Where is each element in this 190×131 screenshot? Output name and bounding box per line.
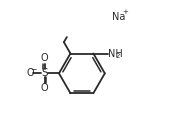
Text: 2: 2 bbox=[116, 53, 120, 59]
Text: +: + bbox=[122, 9, 128, 15]
Text: O: O bbox=[26, 68, 34, 78]
Text: −: − bbox=[30, 65, 37, 74]
Text: O: O bbox=[41, 83, 48, 93]
Text: S: S bbox=[41, 68, 48, 78]
Text: O: O bbox=[41, 53, 48, 63]
Text: Na: Na bbox=[112, 12, 125, 22]
Text: NH: NH bbox=[108, 48, 123, 59]
